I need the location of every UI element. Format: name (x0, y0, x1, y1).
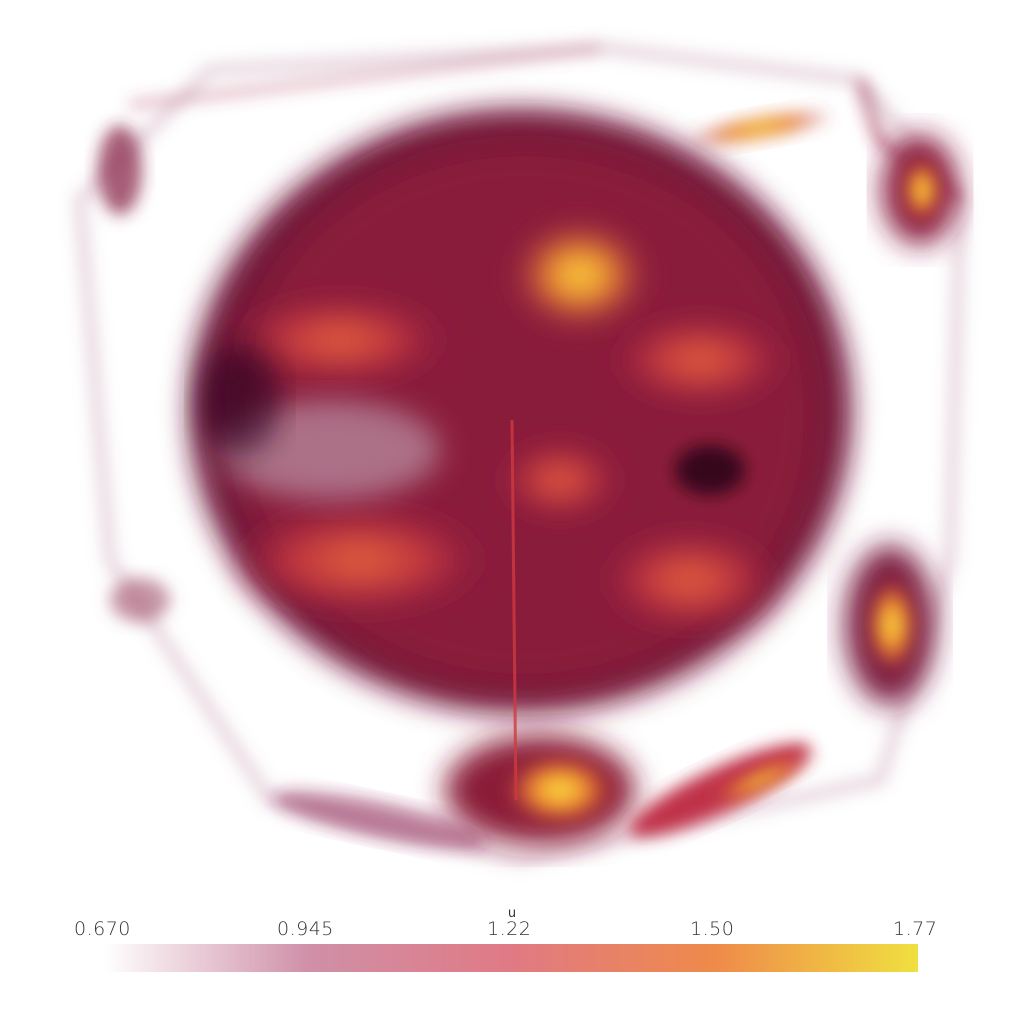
colorbar-tick-3: 1.50 (690, 918, 735, 940)
colorbar-tick-1: 0.945 (277, 918, 334, 940)
colorbar-tick-0: 0.670 (74, 918, 131, 940)
frame-hotspots (98, 109, 958, 849)
colorbar-tick-2: 1.22 (487, 918, 532, 940)
colorbar-title: u (507, 906, 517, 921)
colorbar-gradient (104, 944, 918, 972)
colorbar-tick-4: 1.77 (893, 918, 938, 940)
volume-render (74, 42, 966, 866)
central-volume (190, 110, 850, 801)
